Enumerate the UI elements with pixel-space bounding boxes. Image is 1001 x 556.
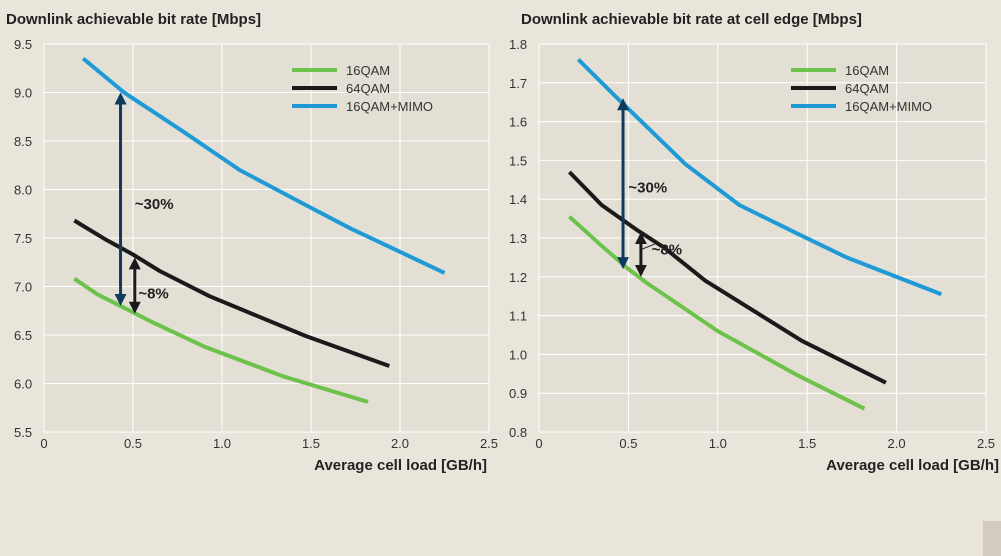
left-series-line-64qam: [73, 218, 390, 368]
right-y-tick-label: 1.2: [509, 270, 527, 285]
right-chart-panel: Downlink achievable bit rate at cell edg…: [509, 11, 999, 474]
right-y-tick-label: 1.8: [509, 37, 527, 52]
right-y-tick-label: 1.1: [509, 309, 527, 324]
left-series-line-16qam: [73, 277, 369, 404]
right-callout-leader-line: [640, 243, 656, 251]
left-y-tick-label: 7.5: [14, 231, 32, 246]
right-chart-title: Downlink achievable bit rate at cell edg…: [521, 11, 862, 28]
left-callout-label: ~30%: [135, 196, 174, 213]
left-y-tick-label: 8.5: [14, 134, 32, 149]
right-legend-label: 64QAM: [845, 81, 889, 96]
left-legend-label: 64QAM: [346, 81, 390, 96]
right-y-tick-label: 1.0: [509, 347, 527, 362]
left-x-axis-title: Average cell load [GB/h]: [314, 457, 487, 474]
right-x-tick-label: 2.0: [888, 436, 906, 451]
left-y-tick-label: 5.5: [14, 425, 32, 440]
left-x-tick-label: 1.5: [302, 436, 320, 451]
right-y-tick-label: 0.8: [509, 425, 527, 440]
right-x-axis-title: Average cell load [GB/h]: [826, 457, 999, 474]
right-series-line-64qam: [567, 170, 887, 385]
left-y-tick-label: 9.5: [14, 37, 32, 52]
left-y-tick-label: 8.0: [14, 183, 32, 198]
right-series-line-16qam: [568, 215, 866, 411]
left-y-tick-label: 7.0: [14, 280, 32, 295]
left-chart-title: Downlink achievable bit rate [Mbps]: [6, 11, 261, 28]
right-x-tick-label: 0.5: [619, 436, 637, 451]
left-callout-label: ~8%: [138, 285, 168, 302]
right-callout-label: ~30%: [628, 180, 667, 197]
right-y-tick-label: 0.9: [509, 386, 527, 401]
right-y-tick-label: 1.3: [509, 231, 527, 246]
left-x-tick-label: 2.5: [480, 436, 498, 451]
right-y-tick-label: 1.6: [509, 115, 527, 130]
right-y-tick-label: 1.5: [509, 153, 527, 168]
left-y-tick-label: 6.5: [14, 328, 32, 343]
left-x-tick-label: 2.0: [391, 436, 409, 451]
right-x-tick-label: 0: [535, 436, 542, 451]
right-x-tick-label: 2.5: [977, 436, 995, 451]
left-chart-panel: Downlink achievable bit rate [Mbps] 5.5 6…: [6, 11, 498, 474]
left-y-tick-label: 9.0: [14, 86, 32, 101]
page-corner-mark: [983, 521, 1001, 556]
left-legend-label: 16QAM: [346, 63, 390, 78]
right-legend-label: 16QAM+MIMO: [845, 99, 932, 114]
left-y-tick-label: 6.0: [14, 377, 32, 392]
right-legend-label: 16QAM: [845, 63, 889, 78]
right-x-tick-label: 1.0: [709, 436, 727, 451]
right-callout-label: ~8%: [652, 242, 682, 259]
left-legend-label: 16QAM+MIMO: [346, 99, 433, 114]
right-x-tick-label: 1.5: [798, 436, 816, 451]
left-x-tick-label: 1.0: [213, 436, 231, 451]
right-y-tick-label: 1.7: [509, 76, 527, 91]
left-x-tick-label: 0: [40, 436, 47, 451]
left-x-tick-label: 0.5: [124, 436, 142, 451]
right-y-tick-label: 1.4: [509, 192, 527, 207]
